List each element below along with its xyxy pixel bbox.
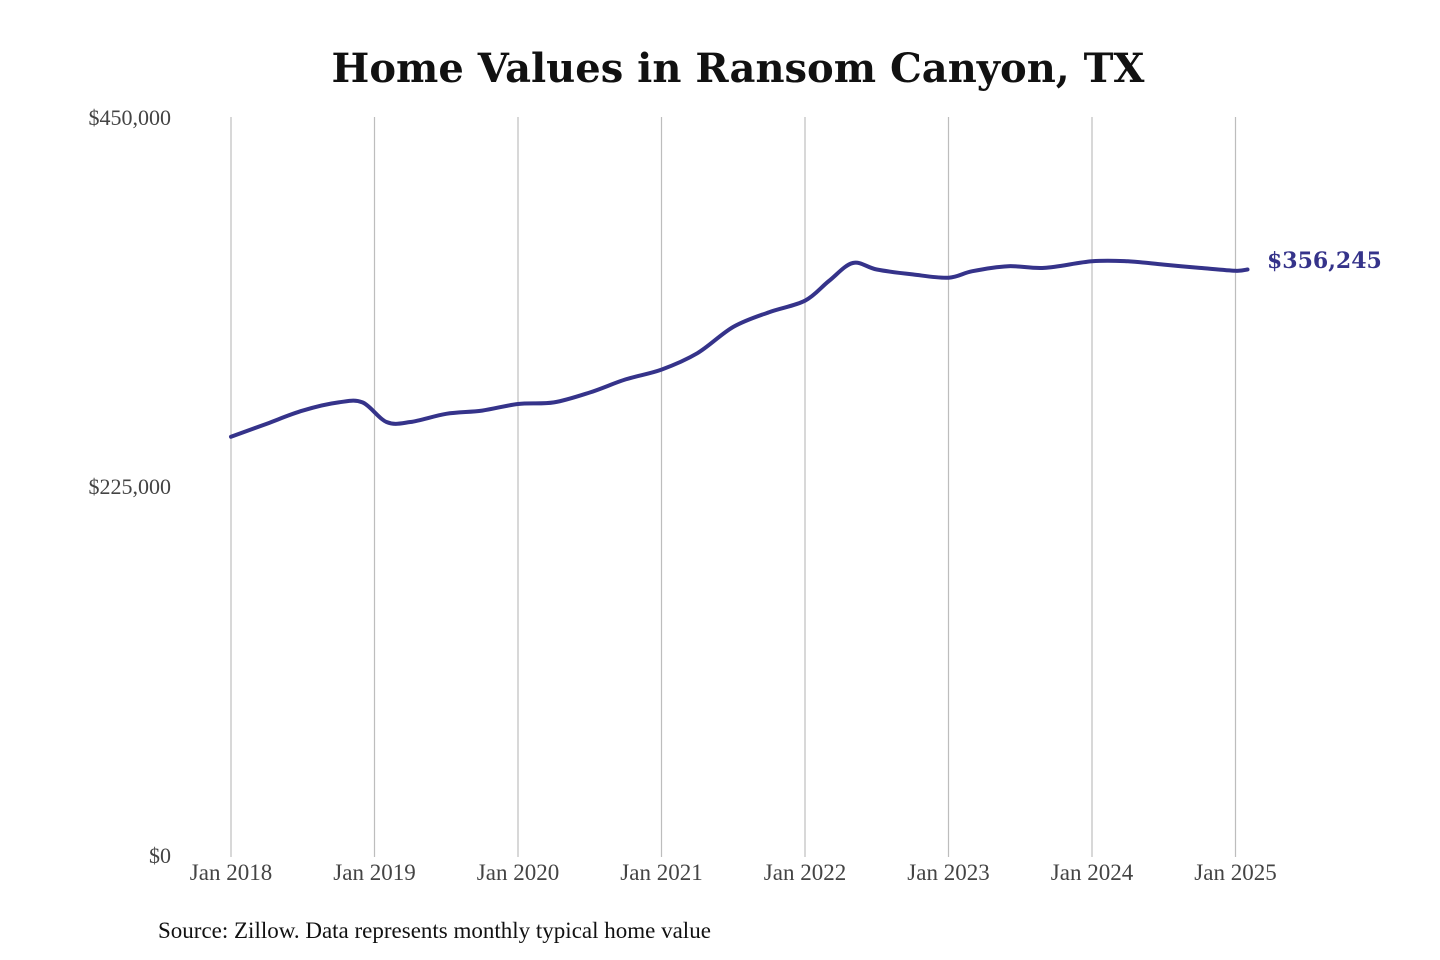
x-tick-label-5: Jan 2023 xyxy=(907,860,989,885)
grid-lines xyxy=(230,117,1237,857)
y-tick-label-0: $0 xyxy=(149,843,171,868)
x-tick-label-6: Jan 2024 xyxy=(1051,860,1134,885)
chart-title: Home Values in Ransom Canyon, TX xyxy=(332,45,1145,92)
source-note: Source: Zillow. Data represents monthly … xyxy=(158,918,711,943)
y-axis-ticks: $0 $225,000 $450,000 xyxy=(89,105,172,868)
last-value-label: $356,245 xyxy=(1267,248,1382,274)
x-tick-label-3: Jan 2021 xyxy=(620,860,702,885)
series-layer xyxy=(229,258,1250,439)
x-tick-label-2: Jan 2020 xyxy=(477,860,559,885)
x-tick-label-4: Jan 2022 xyxy=(764,860,846,885)
y-tick-label-2: $450,000 xyxy=(89,105,172,130)
x-tick-label-1: Jan 2019 xyxy=(333,860,415,885)
series-line-0 xyxy=(229,258,1250,439)
x-tick-label-7: Jan 2025 xyxy=(1194,860,1276,885)
x-tick-label-0: Jan 2018 xyxy=(190,860,272,885)
y-tick-label-1: $225,000 xyxy=(89,474,172,499)
x-axis-ticks: Jan 2018 Jan 2019 Jan 2020 Jan 2021 Jan 2022… xyxy=(190,860,1277,885)
